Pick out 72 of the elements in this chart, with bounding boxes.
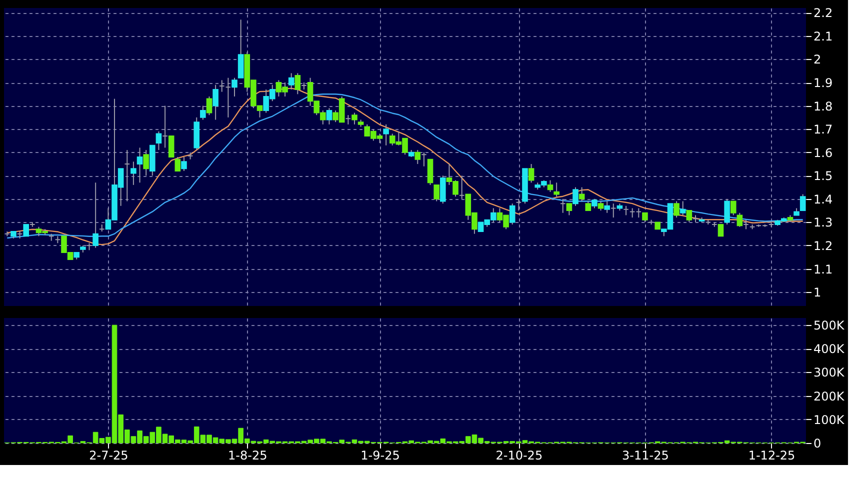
candlestick — [642, 212, 648, 223]
x-tick-label: 2-7-25 — [89, 448, 128, 462]
y-tick-label: 1.9 — [814, 76, 833, 90]
candlestick — [636, 208, 642, 218]
candlestick — [592, 198, 598, 209]
y-tick-label: 1.3 — [814, 216, 833, 230]
y-tick-label: 1.4 — [814, 192, 833, 206]
candlestick — [585, 200, 592, 212]
y-tick-label: 300K — [814, 366, 846, 380]
y-tick-label: 1.1 — [814, 262, 833, 276]
candlestick — [427, 158, 434, 186]
y-tick-label: 1.7 — [814, 122, 833, 137]
candlestick — [509, 203, 516, 226]
y-tick-label: 1.2 — [814, 238, 833, 253]
x-tick-label: 1-9-25 — [360, 448, 400, 462]
y-tick-label: 1.8 — [814, 99, 833, 114]
candlestick — [383, 124, 389, 146]
y-tick-label: 200K — [814, 389, 846, 404]
y-tick-label: 2.2 — [814, 6, 833, 20]
candlestick — [743, 219, 749, 230]
y-tick-label: 2.1 — [814, 29, 833, 44]
candlestick — [212, 84, 218, 120]
candlestick — [421, 152, 427, 167]
candlestick — [572, 186, 578, 206]
candlestick — [206, 96, 212, 116]
candlestick — [547, 180, 554, 192]
candlestick — [130, 161, 136, 186]
candlestick — [218, 80, 225, 92]
candlestick — [800, 194, 806, 212]
candlestick — [554, 182, 560, 198]
candlestick — [345, 114, 352, 125]
candlestick — [136, 147, 143, 184]
candlestick — [288, 72, 294, 90]
candlestick — [458, 175, 465, 200]
y-tick-label: 1.5 — [814, 169, 833, 184]
y-tick-label: 1 — [814, 286, 822, 300]
x-tick-label: 1-12-25 — [748, 448, 796, 462]
candlestick — [238, 19, 244, 78]
candlestick — [516, 198, 522, 212]
candlestick — [168, 136, 174, 158]
candlestick — [143, 150, 149, 176]
candlestick — [174, 156, 181, 172]
candlestick — [724, 198, 730, 226]
candlestick — [610, 203, 616, 218]
x-tick-label: 2-10-25 — [496, 448, 543, 462]
candlestick — [434, 184, 440, 202]
candlestick — [680, 200, 686, 216]
candlestick — [730, 200, 736, 216]
y-tick-label: 1.6 — [814, 146, 833, 160]
candlestick — [674, 200, 680, 218]
candlestick — [560, 198, 566, 214]
y-tick-label: 0 — [814, 436, 822, 450]
y-tick-label: 400K — [814, 342, 846, 356]
candlestick — [718, 224, 724, 237]
candlestick — [598, 200, 604, 212]
candlestick — [162, 105, 168, 148]
y-tick-label: 2 — [814, 52, 822, 67]
candlestick — [23, 224, 29, 237]
candlestick — [578, 186, 585, 202]
candlestick — [440, 175, 446, 204]
candlestick — [326, 108, 332, 125]
candlestick — [181, 156, 187, 172]
y-tick-label: 100K — [814, 412, 846, 427]
candlestick — [528, 163, 534, 184]
candlestick — [629, 208, 636, 218]
candlestick — [225, 77, 232, 118]
x-tick-label: 3-11-25 — [622, 448, 669, 462]
candlestick — [200, 105, 206, 120]
x-tick-label: 1-8-25 — [228, 448, 268, 462]
candlestick — [623, 205, 629, 216]
y-tick-label: 500K — [814, 318, 846, 333]
candlestick — [124, 150, 130, 202]
